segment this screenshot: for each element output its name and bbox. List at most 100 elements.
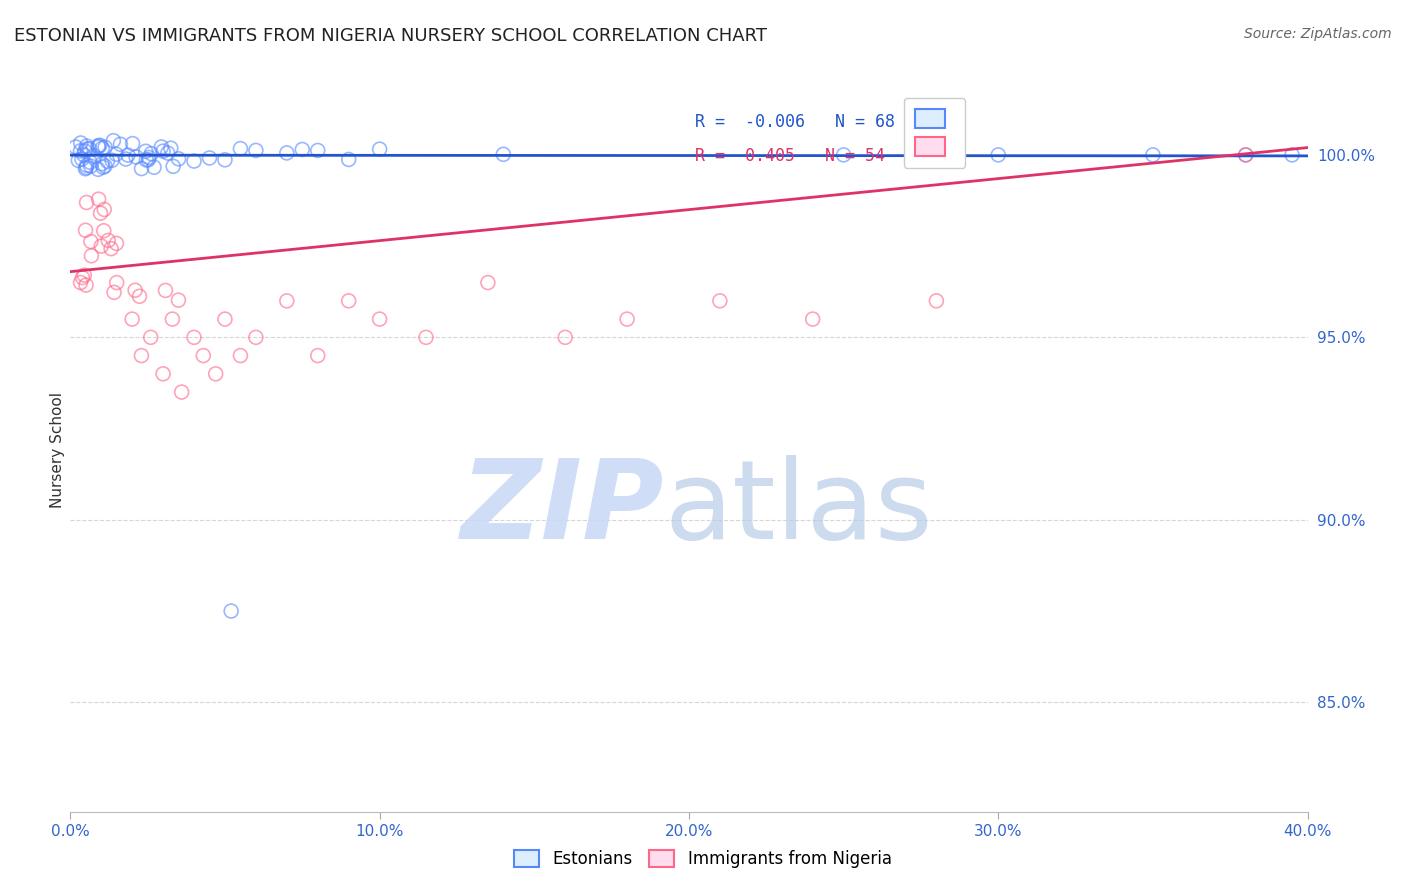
Point <box>114 152 136 166</box>
Point <box>105 236 128 251</box>
Point <box>276 145 298 160</box>
Point <box>87 138 110 153</box>
Point <box>67 153 90 168</box>
Point <box>162 312 184 326</box>
Point <box>554 330 576 344</box>
Point <box>138 153 160 167</box>
Point <box>616 312 638 326</box>
Point <box>110 137 132 152</box>
Point <box>93 224 115 238</box>
Point <box>91 161 114 175</box>
Point <box>65 140 87 154</box>
Point <box>79 155 101 169</box>
Point <box>105 147 128 161</box>
Point <box>125 150 148 164</box>
Point <box>139 330 162 344</box>
Point <box>415 330 437 344</box>
Point <box>124 283 146 297</box>
Point <box>87 192 110 206</box>
Point <box>162 159 184 173</box>
Point <box>477 276 499 290</box>
Point <box>79 142 101 156</box>
Point <box>307 144 329 158</box>
Text: ESTONIAN VS IMMIGRANTS FROM NIGERIA NURSERY SCHOOL CORRELATION CHART: ESTONIAN VS IMMIGRANTS FROM NIGERIA NURS… <box>14 27 768 45</box>
Text: R =  -0.006   N = 68: R = -0.006 N = 68 <box>695 112 896 131</box>
Point <box>152 144 174 158</box>
Point <box>276 293 298 308</box>
Point <box>135 153 157 167</box>
Point <box>100 242 122 256</box>
Point <box>80 235 103 249</box>
Point <box>709 293 731 308</box>
Point <box>121 312 143 326</box>
Point <box>183 330 205 344</box>
Point <box>832 148 855 162</box>
Point <box>73 268 96 282</box>
Point <box>89 138 111 153</box>
Point <box>1281 148 1303 162</box>
Point <box>219 604 242 618</box>
Point <box>167 293 190 307</box>
Point <box>135 145 157 159</box>
Text: R =  0.405   N = 54: R = 0.405 N = 54 <box>695 146 886 165</box>
Point <box>131 349 153 363</box>
Point <box>193 349 215 363</box>
Point <box>204 367 226 381</box>
Point <box>128 289 150 303</box>
Point <box>75 278 97 293</box>
Point <box>214 153 236 167</box>
Point <box>156 146 179 161</box>
Point <box>73 144 96 158</box>
Point <box>93 202 115 217</box>
Point <box>337 293 360 308</box>
Point <box>103 285 125 300</box>
Point <box>87 162 110 177</box>
Point <box>97 233 120 247</box>
Point <box>69 276 91 290</box>
Point <box>87 140 110 154</box>
Point <box>91 141 114 155</box>
Point <box>69 136 91 150</box>
Point <box>987 148 1010 162</box>
Point <box>152 367 174 381</box>
Point <box>80 249 103 263</box>
Point <box>70 152 93 166</box>
Point <box>245 330 267 344</box>
Text: ZIP: ZIP <box>461 455 664 562</box>
Point <box>229 349 252 363</box>
Point <box>89 206 111 220</box>
Point <box>214 312 236 326</box>
Point <box>76 142 98 156</box>
Point <box>229 142 252 156</box>
Legend: Estonians, Immigrants from Nigeria: Estonians, Immigrants from Nigeria <box>508 843 898 875</box>
Point <box>131 161 153 176</box>
Point <box>72 270 94 285</box>
Point <box>183 154 205 169</box>
Point <box>1234 148 1257 162</box>
Point <box>925 293 948 308</box>
Point <box>76 139 98 153</box>
Point <box>75 223 97 237</box>
Point <box>159 141 181 155</box>
Point <box>337 153 360 167</box>
Point <box>198 151 221 165</box>
Point <box>94 159 117 173</box>
Point <box>138 151 160 165</box>
Point <box>492 147 515 161</box>
Point <box>307 349 329 363</box>
Point <box>801 312 824 326</box>
Point <box>1142 148 1164 162</box>
Point <box>103 134 125 148</box>
Point <box>143 161 166 175</box>
Point <box>117 148 139 162</box>
Y-axis label: Nursery School: Nursery School <box>49 392 65 508</box>
Text: atlas: atlas <box>664 455 932 562</box>
Point <box>101 153 124 168</box>
Point <box>105 276 128 290</box>
Legend: , : , <box>904 97 965 168</box>
Point <box>368 142 391 156</box>
Point <box>79 159 101 173</box>
Text: Source: ZipAtlas.com: Source: ZipAtlas.com <box>1244 27 1392 41</box>
Point <box>94 140 117 154</box>
Point <box>368 312 391 326</box>
